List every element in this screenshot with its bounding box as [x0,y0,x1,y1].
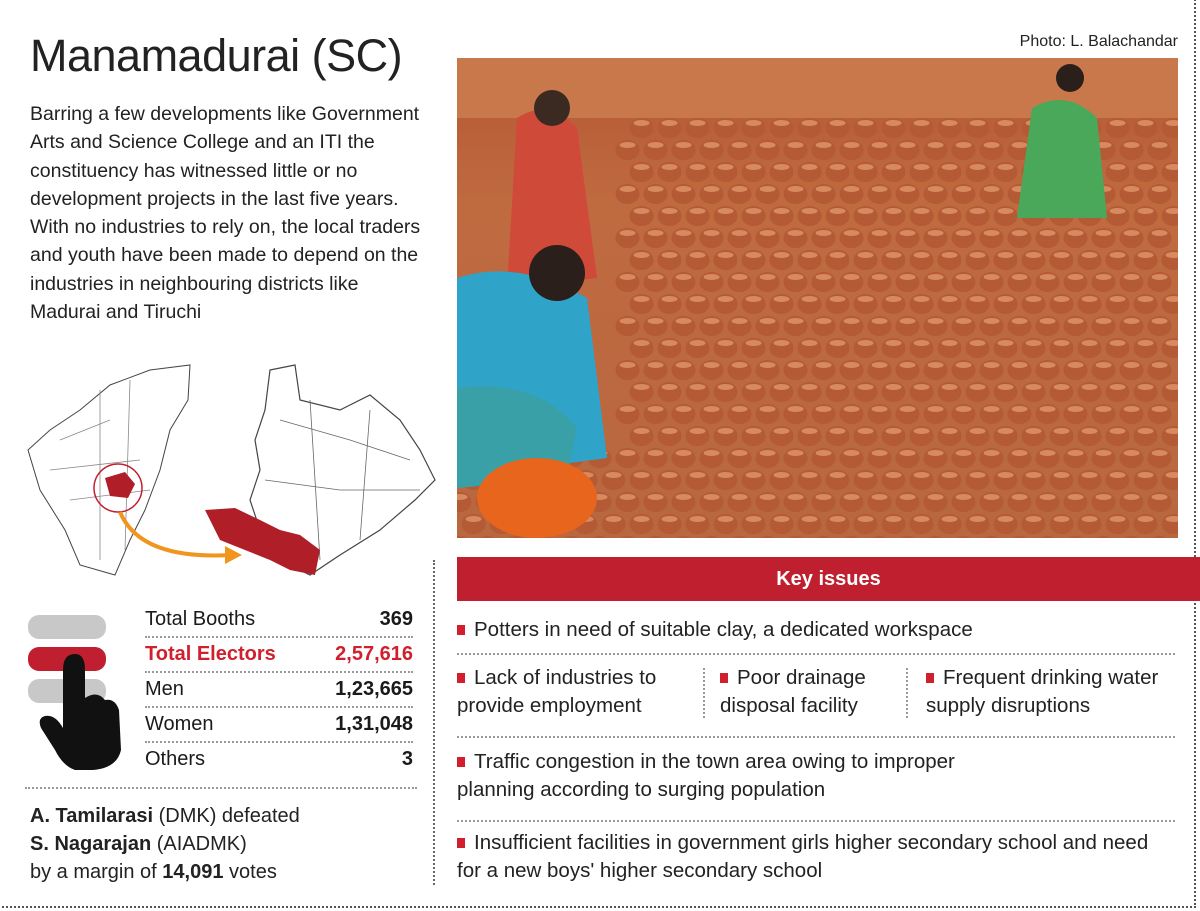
bullet-icon [457,757,465,767]
issue-text: Frequent drinking water supply disruptio… [926,666,1159,717]
stat-value: 369 [379,608,413,630]
divider [457,736,1175,738]
voting-hand-icon [28,615,121,770]
issue-item: Lack of industries to provide employment [457,664,697,720]
stat-value: 1,31,048 [335,713,413,735]
issue-item: Frequent drinking water supply disruptio… [926,664,1196,720]
page-title: Manamadurai (SC) [30,30,403,81]
column-divider [433,560,435,885]
result-verb: defeated [221,805,300,827]
stat-value: 3 [401,748,413,770]
issue-text: Poor drainage disposal facility [720,666,866,717]
key-issues-heading: Key issues [457,557,1200,601]
divider [906,668,908,718]
stat-value: 1,23,665 [335,678,413,700]
issue-text: Insufficient facilities in government gi… [457,831,1149,882]
location-circle [93,463,143,513]
elector-stats-table: Total Booths 369 Total Electors 2,57,616 M… [145,603,413,778]
margin-prefix: by a margin of [30,861,157,883]
divider [457,820,1175,822]
constituency-map [27,364,436,576]
photo-credit: Photo: L. Balachandar [1019,33,1178,50]
constituency-highlight [205,508,320,575]
loser-name: S. Nagarajan [30,833,152,855]
tamil-nadu-map [27,364,191,576]
winner-name: A. Tamilarasi [30,805,154,827]
issue-item: Potters in need of suitable clay, a dedi… [457,616,973,644]
divider [25,787,417,789]
loser-party: (AIADMK) [156,833,247,855]
margin-value: 14,091 [162,861,224,883]
stat-label: Others [145,748,206,770]
bullet-icon [457,838,465,848]
bullet-icon [720,673,728,683]
divider [457,653,1175,655]
photo-potters [457,58,1178,538]
arrow-icon [118,511,231,558]
issue-item: Insufficient facilities in government gi… [457,829,1177,885]
bullet-icon [457,625,465,635]
stat-row-total-electors: Total Electors 2,57,616 [145,638,413,673]
divider [703,668,705,718]
margin-suffix: votes [229,861,277,883]
stat-row-total-booths: Total Booths 369 [145,603,413,638]
issue-text: Lack of industries to provide employment [457,666,657,717]
stat-label: Total Booths [145,608,256,630]
stat-label: Total Electors [145,643,276,665]
bullet-icon [926,673,934,683]
stat-row-others: Others 3 [145,743,413,778]
issue-item: Poor drainage disposal facility [720,664,900,720]
issue-text: Potters in need of suitable clay, a dedi… [474,618,973,641]
stat-label: Men [145,678,184,700]
stat-row-women: Women 1,31,048 [145,708,413,743]
stat-label: Women [145,713,214,735]
bullet-icon [457,673,465,683]
constituency-highlight-small [105,472,135,498]
issue-item: Traffic congestion in the town area owin… [457,748,1017,804]
stat-row-men: Men 1,23,665 [145,673,413,708]
intro-paragraph: Barring a few developments like Governme… [30,103,421,324]
stat-value: 2,57,616 [335,643,413,665]
winner-party: (DMK) [158,805,217,827]
district-map [249,364,436,576]
election-result: A. Tamilarasi (DMK) defeated S. Nagaraja… [30,802,300,886]
issue-text: Traffic congestion in the town area owin… [457,750,955,801]
